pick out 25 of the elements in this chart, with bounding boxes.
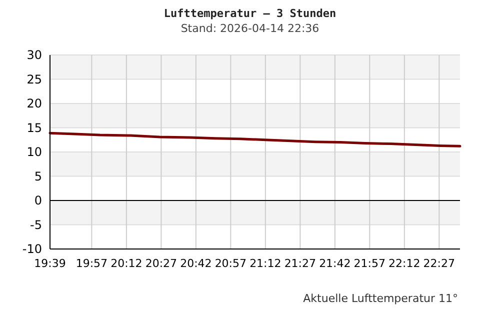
chart-title: Lufttemperatur – 3 Stunden	[164, 7, 336, 20]
x-tick-label: 22:27	[423, 257, 456, 270]
y-tick-label: 10	[26, 145, 42, 159]
y-tick-label: 30	[26, 48, 42, 62]
x-tick-label: 20:27	[145, 257, 178, 270]
y-tick-label: 15	[26, 120, 42, 135]
x-tick-label: 22:12	[388, 257, 420, 270]
x-tick-label: 20:57	[214, 257, 247, 270]
x-tick-label: 21:12	[250, 257, 282, 270]
x-tick-label: 20:12	[110, 257, 142, 270]
y-tick-label: 0	[34, 194, 42, 208]
y-tick-label: -10	[22, 242, 42, 256]
x-tick-label: 19:57	[76, 257, 108, 270]
x-tick-label: 20:42	[180, 257, 212, 270]
y-tick-label: 25	[26, 72, 42, 86]
chart-subtitle: Stand: 2026-04-14 22:36	[180, 22, 320, 35]
x-tick-label: 19:39	[34, 257, 66, 270]
x-tick-label: 21:42	[319, 257, 351, 270]
x-tick-label: 21:57	[354, 257, 386, 270]
y-tick-label: -5	[30, 218, 42, 232]
x-tick-label: 21:27	[284, 257, 316, 270]
y-tick-label: 5	[34, 169, 42, 184]
y-tick-label: 20	[26, 96, 42, 110]
line-series	[48, 132, 462, 148]
text: Aktuelle Lufttemperatur 11°	[303, 292, 458, 305]
